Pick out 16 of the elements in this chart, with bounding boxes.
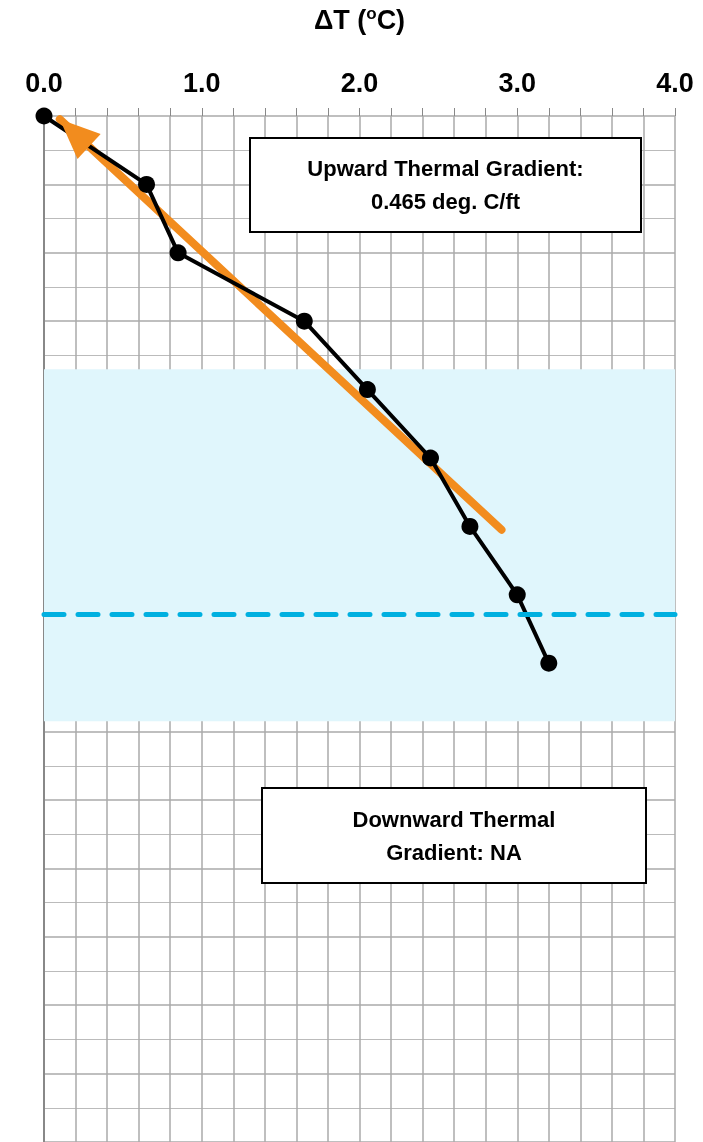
point xyxy=(540,654,558,672)
point xyxy=(295,312,313,330)
point xyxy=(35,107,53,125)
x-tick-label: 3.0 xyxy=(498,67,537,98)
x-tick-label: 1.0 xyxy=(182,67,221,98)
point xyxy=(508,586,526,604)
x-tick-label: 4.0 xyxy=(656,67,694,98)
point xyxy=(358,381,376,399)
x-tick-label: 0.0 xyxy=(25,67,63,98)
text-box: Upward Thermal Gradient: 0.465 deg. C/ft xyxy=(249,137,642,233)
x-tick-label: 2.0 xyxy=(340,67,379,98)
text-box: Downward Thermal Gradient: NA xyxy=(261,787,647,884)
point xyxy=(461,517,479,535)
point xyxy=(422,449,439,467)
point xyxy=(169,244,187,262)
point xyxy=(138,175,156,193)
